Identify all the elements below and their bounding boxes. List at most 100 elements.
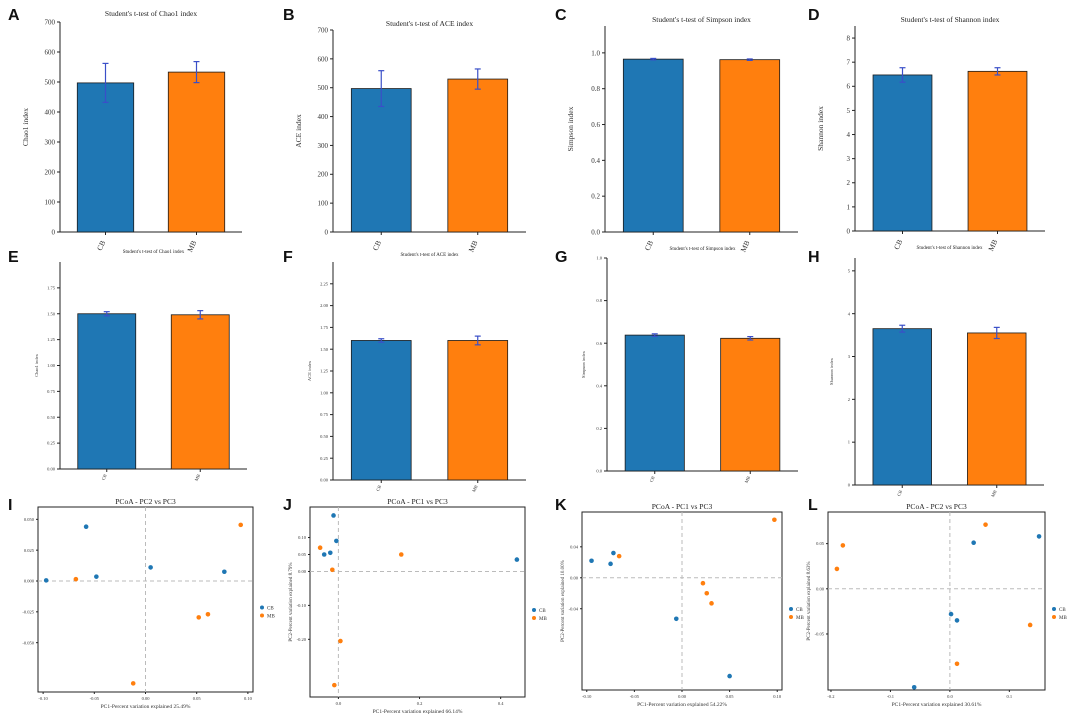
chart-title: PCoA - PC1 vs PC3 xyxy=(387,497,448,506)
point-cb xyxy=(673,616,679,622)
x-tick-label: 0.1 xyxy=(1007,694,1013,699)
legend-label-cb: CB xyxy=(796,608,803,613)
point-mb xyxy=(238,522,244,528)
legend-label-mb: MB xyxy=(1059,616,1067,621)
y-axis-label: ACE index xyxy=(294,114,303,148)
legend-label-mb: MB xyxy=(796,616,804,621)
point-mb xyxy=(330,567,335,573)
point-cb xyxy=(911,684,917,690)
point-mb xyxy=(73,576,79,582)
point-cb xyxy=(327,550,333,556)
legend-marker-mb xyxy=(1052,615,1056,619)
x-tick-label: MB xyxy=(471,484,478,492)
y-tick-label: 5 xyxy=(848,268,851,273)
y-tick-label: -0.10 xyxy=(297,603,307,608)
panel-label: A xyxy=(8,7,20,24)
chart-title: Student's t-test of Chao1 index xyxy=(123,250,185,255)
panel-g: G Student's t-test of Simpson index 0.0 0.2… xyxy=(555,247,798,484)
legend-marker-cb xyxy=(789,607,793,611)
x-tick-label: MB xyxy=(466,239,479,253)
y-axis-label: PC2-Percent variation explained 10.00% xyxy=(561,560,566,642)
point-cb xyxy=(971,540,976,546)
point-mb xyxy=(398,552,404,557)
y-tick-label: 0.10 xyxy=(298,535,307,540)
y-tick-label: 300 xyxy=(45,138,56,146)
chart-title: PCoA - PC1 vs PC3 xyxy=(652,502,713,511)
point-mb xyxy=(616,553,622,559)
bar-mb xyxy=(967,70,1028,232)
y-tick-label: 0.2 xyxy=(596,426,602,431)
panel-d: D Student's t-test of Shannon index 0 1 2 3 4 5… xyxy=(808,7,1045,252)
y-tick-label: 0.00 xyxy=(298,569,307,574)
panel-c: C Student's t-test of Simpson index 0.0 0.2… xyxy=(555,7,798,253)
bar-cb xyxy=(872,74,933,232)
x-tick-label: 0.10 xyxy=(244,696,253,701)
point-mb xyxy=(700,580,706,586)
panel-label: I xyxy=(8,497,12,514)
panel-label: H xyxy=(808,249,820,266)
chart-title: Student's t-test of Chao1 index xyxy=(105,9,197,18)
panel-label: G xyxy=(555,249,567,266)
bar-mb xyxy=(167,71,226,233)
panel-h: H Student's t-test of Shannon index 0 1 2 3 4 5… xyxy=(808,246,1044,498)
y-tick-label: -0.05 xyxy=(815,632,825,637)
chart-title: Student's t-test of ACE index xyxy=(400,253,459,258)
y-tick-label: 700 xyxy=(318,26,329,34)
bar-cb xyxy=(624,334,685,472)
x-tick-label: 0.05 xyxy=(193,696,202,701)
y-axis-label: Simpson index xyxy=(566,106,575,151)
x-axis-label: PC1-Percent variation explained 54.22% xyxy=(637,702,727,708)
y-tick-label: 1.0 xyxy=(596,256,602,261)
y-axis-label: Chao1 index xyxy=(21,108,30,146)
plot-frame xyxy=(827,511,1046,691)
bar-cb xyxy=(350,340,412,481)
x-tick-label: CB xyxy=(101,473,108,481)
legend-marker-cb xyxy=(260,605,264,610)
y-tick-label: 0.050 xyxy=(24,517,35,522)
bar-mb xyxy=(447,340,509,481)
y-tick-label: 600 xyxy=(45,48,56,56)
y-axis-label: Shannon index xyxy=(829,357,834,385)
x-tick-label: 0.4 xyxy=(498,701,504,706)
x-tick-label: CB xyxy=(643,239,655,252)
y-tick-label: 1 xyxy=(847,203,851,211)
y-tick-label: 100 xyxy=(45,198,56,206)
legend-label-cb: CB xyxy=(1059,608,1066,613)
y-tick-label: 4 xyxy=(848,311,851,316)
chart-title: Student's t-test of Shannon index xyxy=(917,246,983,251)
legend-marker-cb xyxy=(532,608,536,612)
point-cb xyxy=(83,524,89,530)
legend-label-cb: CB xyxy=(539,609,546,614)
panel-label: E xyxy=(8,249,19,266)
y-tick-label: 0.75 xyxy=(47,389,56,394)
panel-label: K xyxy=(555,497,567,514)
y-tick-label: 4 xyxy=(847,131,851,139)
y-tick-label: 1.00 xyxy=(47,363,56,368)
y-tick-label: 1.25 xyxy=(320,369,329,374)
point-cb xyxy=(589,558,594,564)
legend-marker-cb xyxy=(1052,607,1056,611)
y-tick-label: 200 xyxy=(318,171,329,179)
x-tick-label: MB xyxy=(744,475,751,483)
y-tick-label: 1.75 xyxy=(47,285,56,290)
legend-label-mb: MB xyxy=(267,615,275,620)
panel-label: F xyxy=(283,249,293,266)
x-tick-label: -0.2 xyxy=(827,694,834,699)
y-tick-label: 0 xyxy=(325,228,329,236)
y-tick-label: -0.04 xyxy=(569,606,579,611)
y-tick-label: 0.50 xyxy=(47,415,56,420)
y-tick-label: 0.00 xyxy=(320,478,329,483)
panel-label: C xyxy=(555,7,567,24)
x-tick-label: CB xyxy=(371,239,383,252)
panel-a: A Student's t-test of Chao1 index 0 100 200 3… xyxy=(8,7,242,253)
legend-marker-mb xyxy=(260,613,264,618)
point-cb xyxy=(948,611,954,617)
y-tick-label: 100 xyxy=(318,200,329,208)
point-cb xyxy=(222,569,227,575)
legend-marker-mb xyxy=(532,616,536,620)
y-tick-label: 0.8 xyxy=(591,85,600,93)
x-tick-label: CB xyxy=(649,475,656,483)
chart-title: PCoA - PC2 vs PC3 xyxy=(906,502,967,511)
y-tick-label: 1.50 xyxy=(320,347,329,352)
